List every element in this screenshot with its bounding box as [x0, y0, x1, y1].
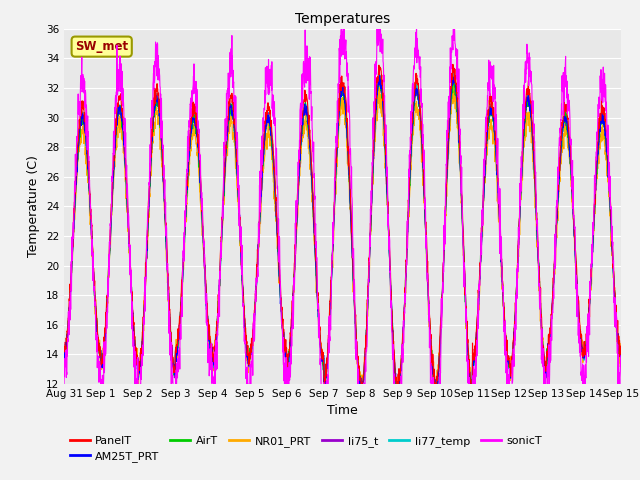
Text: SW_met: SW_met — [75, 40, 128, 53]
X-axis label: Time: Time — [327, 405, 358, 418]
Legend: PanelT, AM25T_PRT, AirT, NR01_PRT, li75_t, li77_temp, sonicT: PanelT, AM25T_PRT, AirT, NR01_PRT, li75_… — [70, 436, 542, 462]
Y-axis label: Temperature (C): Temperature (C) — [28, 156, 40, 257]
Title: Temperatures: Temperatures — [295, 12, 390, 26]
